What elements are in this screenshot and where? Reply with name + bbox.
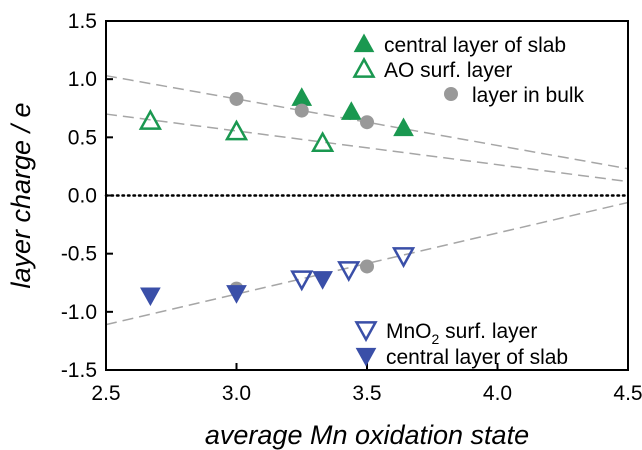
data-point: [311, 131, 335, 152]
trend-line: [105, 113, 629, 183]
legend-marker: [354, 321, 378, 343]
legend-subscript: 2: [432, 331, 440, 347]
y-tick-label: -0.5: [61, 243, 97, 266]
data-markers: [138, 87, 416, 307]
y-tick-label: 1.0: [68, 68, 97, 91]
legend-marker: [355, 347, 377, 367]
legend-label: MnO2 surf. layer: [386, 320, 537, 347]
data-point: [291, 87, 313, 106]
legend-marker: [444, 87, 458, 101]
x-tick-label: 3.0: [222, 382, 251, 405]
legend-marker: [353, 33, 375, 53]
data-point: [340, 101, 362, 120]
axis-ticks: 2.5 3.0 3.5 4.0 4.5 1.5 1.0 0.5 0.0 -0.5 -1.0 -1.5: [61, 10, 642, 405]
legend-label: layer in bulk: [472, 84, 585, 107]
data-point: [391, 247, 416, 269]
data-point: [140, 287, 161, 307]
x-tick-label: 4.5: [613, 382, 642, 405]
legend-label: central layer of slab: [386, 346, 568, 369]
data-point: [138, 108, 162, 130]
x-tick-label: 2.5: [91, 382, 120, 405]
data-point: [360, 259, 374, 274]
y-tick-label: -1.5: [61, 359, 97, 382]
x-tick-label: 3.5: [352, 382, 381, 405]
x-tick-label: 4.0: [483, 382, 512, 405]
data-point: [312, 271, 333, 290]
legend-label: AO surf. layer: [384, 59, 512, 82]
legend-label: central layer of slab: [384, 34, 566, 57]
legend-marker: [352, 56, 376, 78]
trend-lines: [105, 74, 629, 326]
y-axis-title: layer charge / e: [6, 102, 36, 288]
x-axis-title: average Mn oxidation state: [205, 420, 529, 450]
trend-line: [105, 201, 629, 326]
y-tick-label: -1.0: [61, 301, 97, 324]
legend-label-suffix: surf. layer: [439, 320, 537, 343]
data-point: [393, 117, 414, 137]
data-point: [294, 103, 309, 118]
y-tick-label: 0.5: [68, 126, 97, 149]
data-point: [229, 91, 244, 106]
y-tick-label: 0.0: [68, 185, 97, 208]
data-point: [360, 115, 374, 130]
y-tick-label: 1.5: [68, 10, 97, 33]
data-point: [337, 261, 361, 283]
data-point: [224, 119, 249, 141]
data-point: [226, 285, 247, 304]
data-point: [290, 270, 314, 292]
